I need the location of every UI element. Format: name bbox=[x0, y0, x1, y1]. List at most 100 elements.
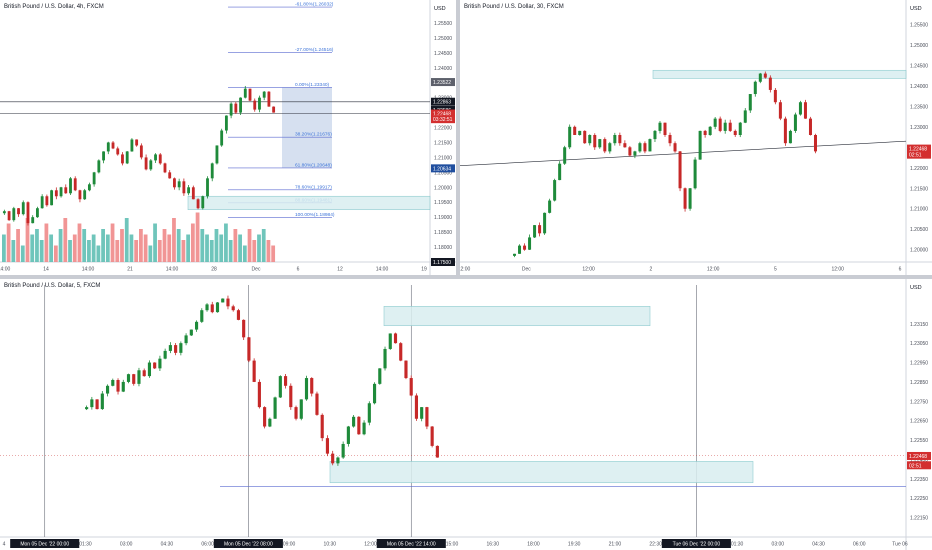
chart-4h-svg[interactable]: USD1.255001.250001.245001.240001.235001.… bbox=[0, 0, 456, 275]
candle-body bbox=[648, 139, 652, 152]
candle-body bbox=[69, 178, 72, 194]
price-tick-label: 1.21500 bbox=[910, 186, 928, 192]
candle-body bbox=[139, 145, 143, 158]
price-tick-label: 1.20500 bbox=[434, 170, 452, 176]
chart-pane-30m[interactable]: USD 1.25500 1.25000 1.24500 1.24000 1.23500 1.… bbox=[460, 0, 932, 275]
pane-divider-vertical[interactable] bbox=[456, 0, 460, 275]
price-tick-label: 1.22000 bbox=[434, 126, 452, 132]
candle-body bbox=[234, 103, 238, 113]
candle-body bbox=[174, 345, 178, 353]
candle-body bbox=[658, 122, 662, 131]
volume-bar bbox=[228, 240, 233, 262]
candle-body bbox=[90, 399, 94, 408]
time-axis-highlight bbox=[661, 539, 731, 548]
candle-body bbox=[177, 181, 181, 188]
demand-zone bbox=[187, 195, 431, 211]
candle-body bbox=[708, 126, 712, 135]
candle-body bbox=[97, 160, 101, 173]
fib-level-label: 0.00%(1.23340) bbox=[295, 82, 330, 88]
candle-body bbox=[253, 100, 257, 110]
volume-bar bbox=[167, 234, 172, 262]
chart-pane-4h[interactable]: USD1.255001.250001.245001.240001.235001.… bbox=[0, 0, 456, 275]
time-tick-label: 28 bbox=[211, 267, 217, 273]
price-tick-label: 1.25500 bbox=[434, 21, 452, 27]
volume-bar bbox=[252, 240, 257, 262]
candle-body bbox=[262, 91, 266, 98]
candle-body bbox=[268, 418, 272, 427]
candle-body bbox=[95, 399, 99, 410]
candle-body bbox=[215, 145, 219, 164]
candle-body bbox=[59, 187, 63, 197]
candle-body bbox=[803, 102, 807, 119]
candle-body bbox=[200, 310, 204, 322]
candle-body bbox=[45, 196, 49, 206]
candle-body bbox=[179, 343, 183, 353]
chart-pane-5m[interactable]: USD 1.23150 1.23050 1.22950 1.22850 1.22750 1.… bbox=[0, 279, 932, 550]
candle-body bbox=[191, 187, 195, 200]
candle-body bbox=[220, 130, 224, 146]
candle-body bbox=[267, 91, 271, 107]
candle-body bbox=[116, 148, 120, 155]
candle-body bbox=[224, 115, 228, 131]
candle-body bbox=[144, 157, 148, 170]
fib-level-label: 78.60%(1.19917) bbox=[295, 184, 332, 190]
volume-bar bbox=[157, 240, 162, 262]
time-tick-label: 12:00 bbox=[460, 267, 470, 273]
candle-body bbox=[668, 135, 672, 144]
candle-body bbox=[798, 102, 802, 115]
time-tick-label: Mon 05 Dec '22 08:00 bbox=[224, 542, 273, 548]
candle-body bbox=[36, 208, 39, 218]
candle-body bbox=[420, 407, 424, 419]
candle-body bbox=[273, 397, 277, 419]
chart-5m-svg[interactable]: USD 1.23150 1.23050 1.22950 1.22850 1.22750 1.… bbox=[0, 279, 932, 550]
candle-body bbox=[808, 118, 812, 135]
price-badge bbox=[907, 144, 931, 153]
candle-body bbox=[242, 319, 246, 338]
price-badge bbox=[907, 451, 931, 460]
price-badge-label: 02:51 bbox=[909, 463, 922, 469]
price-tick-label: 1.21000 bbox=[910, 207, 928, 213]
candle-body bbox=[7, 211, 11, 221]
candle-body bbox=[425, 407, 429, 427]
candle-body bbox=[558, 163, 562, 181]
candle-body bbox=[341, 443, 345, 458]
volume-bar bbox=[205, 234, 209, 262]
candle-body bbox=[153, 362, 157, 369]
candle-body bbox=[182, 181, 186, 194]
pane-divider-horizontal[interactable] bbox=[0, 275, 932, 279]
candle-body bbox=[693, 159, 697, 189]
time-tick-label: 03:00 bbox=[120, 542, 133, 548]
volume-bar bbox=[200, 229, 205, 262]
price-tick-label: 1.21500 bbox=[434, 140, 452, 146]
candle-body bbox=[678, 151, 682, 189]
time-tick-label: 14:00 bbox=[0, 267, 10, 273]
candle-body bbox=[703, 130, 707, 135]
candle-body bbox=[221, 298, 225, 303]
time-tick-label: 2 bbox=[649, 267, 652, 273]
chart-30m-svg[interactable]: USD 1.25500 1.25000 1.24500 1.24000 1.23500 1.… bbox=[460, 0, 932, 275]
candle-body bbox=[137, 370, 141, 384]
candle-body bbox=[196, 199, 200, 209]
candle-body bbox=[21, 202, 25, 215]
volume-bar bbox=[181, 240, 186, 262]
price-axis bbox=[430, 0, 456, 275]
candle-body bbox=[248, 88, 252, 101]
time-tick-label: 14 bbox=[43, 267, 49, 273]
candle-body bbox=[388, 333, 392, 349]
candle-body bbox=[252, 360, 256, 382]
volume-bar bbox=[110, 223, 115, 262]
candle-body bbox=[121, 381, 125, 392]
time-axis-highlight bbox=[376, 539, 446, 548]
candle-body bbox=[168, 345, 172, 351]
price-badge bbox=[431, 109, 455, 118]
time-tick-label: 12:00 bbox=[707, 267, 720, 273]
price-tick-label: 1.20000 bbox=[434, 185, 452, 191]
chart-30m-legend: British Pound / U.S. Dollar, 30, FXCM bbox=[464, 4, 564, 10]
time-tick-label: 6 bbox=[297, 267, 300, 273]
candle-body bbox=[563, 147, 567, 164]
volume-bar bbox=[91, 234, 96, 262]
price-tick-label: 1.18000 bbox=[434, 245, 452, 251]
candle-body bbox=[173, 178, 176, 188]
volume-bar bbox=[134, 240, 139, 262]
time-tick-label: 16:30 bbox=[486, 542, 499, 548]
